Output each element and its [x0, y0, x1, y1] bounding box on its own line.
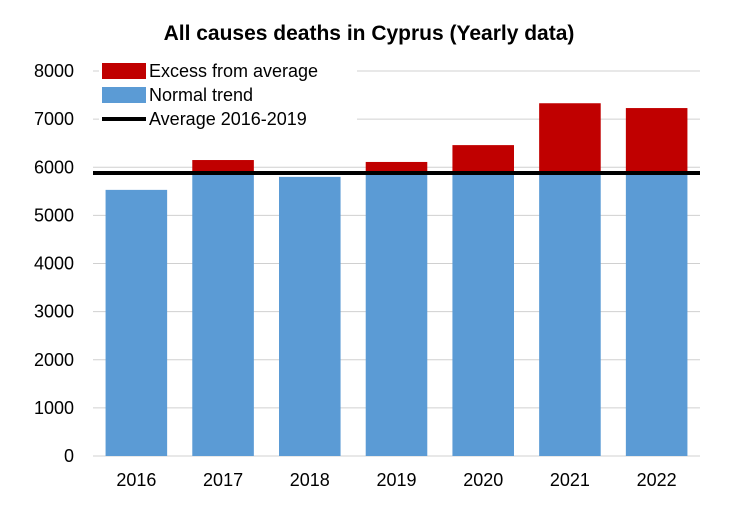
- bar-normal-trend: [625, 173, 688, 456]
- legend-label: Normal trend: [149, 85, 253, 105]
- bar-excess: [452, 145, 514, 174]
- bar-normal-trend: [105, 189, 168, 456]
- legend-label: Average 2016-2019: [149, 109, 307, 129]
- y-tick-label: 4000: [34, 254, 74, 274]
- bar-normal-trend: [365, 173, 428, 456]
- y-tick-label: 3000: [34, 302, 74, 322]
- bar-excess: [192, 160, 254, 174]
- bar-excess: [365, 161, 428, 174]
- y-tick-label: 2000: [34, 350, 74, 370]
- chart-title: All causes deaths in Cyprus (Yearly data…: [164, 22, 575, 45]
- bar-excess: [625, 108, 688, 174]
- y-tick-label: 1000: [34, 398, 74, 418]
- y-tick-label: 6000: [34, 157, 74, 177]
- bar-excess: [539, 103, 601, 174]
- bars: [105, 103, 688, 456]
- x-tick-label: 2017: [203, 470, 243, 490]
- y-axis-ticks: 0 1000 2000 3000 4000 5000 6000 7000 8000: [34, 61, 74, 466]
- x-tick-label: 2016: [116, 470, 156, 490]
- bar-normal-trend: [539, 173, 601, 456]
- x-tick-label: 2021: [550, 470, 590, 490]
- legend-swatch-normal: [102, 87, 146, 103]
- x-tick-label: 2018: [290, 470, 330, 490]
- y-tick-label: 0: [64, 446, 74, 466]
- x-axis-ticks: 2016 2017 2018 2019 2020 2021 2022: [116, 470, 676, 490]
- legend-label: Excess from average: [149, 61, 318, 81]
- x-tick-label: 2022: [637, 470, 677, 490]
- bar-normal-trend: [452, 173, 514, 456]
- bar-normal-trend: [279, 176, 341, 456]
- bar-normal-trend: [192, 173, 254, 456]
- x-tick-label: 2020: [463, 470, 503, 490]
- y-tick-label: 7000: [34, 109, 74, 129]
- legend: Excess from average Normal trend Average 2…: [99, 58, 357, 134]
- x-tick-label: 2019: [376, 470, 416, 490]
- y-tick-label: 8000: [34, 61, 74, 81]
- legend-swatch-excess: [102, 63, 146, 79]
- y-tick-label: 5000: [34, 205, 74, 225]
